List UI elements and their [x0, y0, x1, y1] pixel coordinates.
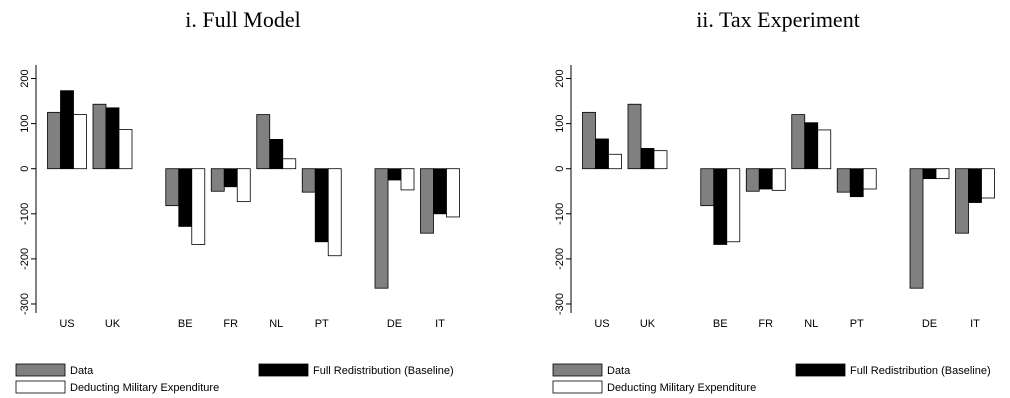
bar-deducting-military-expenditure-us [608, 153, 622, 170]
bar-deducting-military-expenditure-it [981, 168, 995, 199]
bar-data-de [374, 168, 389, 289]
legend-swatch [552, 380, 603, 394]
bar-deducting-military-expenditure-nl [817, 129, 832, 170]
bar-deducting-military-expenditure-be [726, 168, 741, 243]
legend-swatch [15, 363, 66, 377]
bar-full-redistribution-baseline-be [713, 168, 728, 245]
y-tick-label: 0 [19, 166, 31, 172]
bar-data-be [165, 168, 180, 207]
y-tick-label: 100 [19, 114, 31, 132]
bar-data-be [700, 168, 715, 207]
x-tick-label: DE [922, 318, 937, 330]
bar-data-fr [210, 168, 225, 192]
bar-deducting-military-expenditure-it [446, 168, 460, 218]
bar-data-us [582, 111, 596, 170]
bar-deducting-military-expenditure-de [400, 168, 415, 191]
legend-label: Data [70, 365, 94, 377]
chart-title: ii. Tax Experiment [696, 7, 860, 32]
bar-full-redistribution-baseline-pt [314, 168, 329, 243]
bar-data-de [909, 168, 924, 289]
x-tick-label: FR [758, 318, 773, 330]
y-tick-label: -100 [19, 203, 31, 225]
x-tick-label: BE [713, 318, 728, 330]
bar-deducting-military-expenditure-fr [236, 168, 251, 203]
x-tick-label: US [594, 318, 609, 330]
plot-area: -300 -200 -100 0 100 200 US UK BE FR NL PT DE IT [554, 65, 995, 330]
legend-swatch [795, 363, 846, 377]
bar-deducting-military-expenditure-be [191, 168, 206, 245]
x-tick-label: DE [387, 318, 402, 330]
bar-full-redistribution-baseline-uk [105, 107, 120, 170]
bar-full-redistribution-baseline-de [922, 168, 937, 180]
bar-data-us [47, 111, 61, 170]
bar-full-redistribution-baseline-fr [758, 168, 773, 190]
panel-tax-experiment: ii. Tax Experiment -300 -200 -100 0 100 200 US… [552, 7, 995, 394]
bar-deducting-military-expenditure-uk [653, 150, 668, 170]
x-tick-label: PT [850, 318, 864, 330]
legend-label: Deducting Military Expenditure [607, 382, 756, 394]
bar-full-redistribution-baseline-de [387, 168, 402, 181]
bar-full-redistribution-baseline-nl [269, 138, 284, 170]
bar-full-redistribution-baseline-uk [640, 148, 655, 170]
panel-full-model: i. Full Model -300 -200 -100 0 100 200 US UK BE F… [15, 7, 460, 394]
bar-full-redistribution-baseline-it [433, 168, 447, 215]
bar-full-redistribution-baseline-pt [849, 168, 864, 198]
y-tick-label: -200 [554, 248, 566, 270]
bar-full-redistribution-baseline-fr [223, 168, 238, 188]
x-tick-label: IT [970, 318, 980, 330]
bar-data-pt [301, 168, 316, 193]
x-tick-label: NL [269, 318, 283, 330]
bar-data-pt [836, 168, 851, 193]
x-tick-label: UK [105, 318, 121, 330]
bar-deducting-military-expenditure-uk [118, 129, 133, 170]
y-tick-label: 100 [554, 114, 566, 132]
x-tick-label: UK [640, 318, 656, 330]
x-tick-label: BE [178, 318, 193, 330]
x-tick-label: IT [435, 318, 445, 330]
bar-data-uk [627, 103, 642, 170]
legend-label: Deducting Military Expenditure [70, 382, 219, 394]
bar-full-redistribution-baseline-be [178, 168, 193, 227]
bar-deducting-military-expenditure-fr [771, 168, 786, 191]
legend-label: Data [607, 365, 631, 377]
bar-deducting-military-expenditure-pt [862, 168, 877, 190]
plot-area: -300 -200 -100 0 100 200 US UK BE FR NL PT DE IT [19, 65, 460, 330]
bar-data-fr [745, 168, 760, 192]
y-tick-label: 0 [554, 166, 566, 172]
x-tick-label: FR [223, 318, 238, 330]
x-tick-label: US [59, 318, 74, 330]
legend-swatch [15, 380, 66, 394]
y-tick-label: -100 [554, 203, 566, 225]
bar-deducting-military-expenditure-de [935, 168, 950, 180]
bar-data-uk [92, 103, 107, 170]
chart-title: i. Full Model [185, 7, 301, 32]
y-tick-label: 200 [19, 69, 31, 87]
legend: Data Full Redistribution (Baseline) Deduct… [552, 363, 991, 394]
y-tick-label: -300 [19, 293, 31, 315]
legend-label: Full Redistribution (Baseline) [850, 365, 991, 377]
legend-label: Full Redistribution (Baseline) [313, 365, 454, 377]
legend-swatch [258, 363, 309, 377]
y-tick-label: 200 [554, 69, 566, 87]
y-tick-label: -300 [554, 293, 566, 315]
bar-full-redistribution-baseline-nl [804, 122, 819, 170]
bar-data-nl [791, 114, 806, 170]
bar-full-redistribution-baseline-it [968, 168, 982, 203]
bar-deducting-military-expenditure-pt [327, 168, 342, 257]
legend: Data Full Redistribution (Baseline) Deduct… [15, 363, 454, 394]
bar-data-it [420, 168, 434, 234]
bar-data-nl [256, 114, 271, 170]
x-tick-label: PT [315, 318, 329, 330]
y-tick-label: -200 [19, 248, 31, 270]
x-tick-label: NL [804, 318, 818, 330]
bar-full-redistribution-baseline-us [60, 90, 74, 170]
bar-data-it [955, 168, 969, 234]
bar-deducting-military-expenditure-nl [282, 158, 297, 170]
legend-swatch [552, 363, 603, 377]
bar-full-redistribution-baseline-us [595, 138, 609, 170]
bar-deducting-military-expenditure-us [73, 114, 87, 170]
